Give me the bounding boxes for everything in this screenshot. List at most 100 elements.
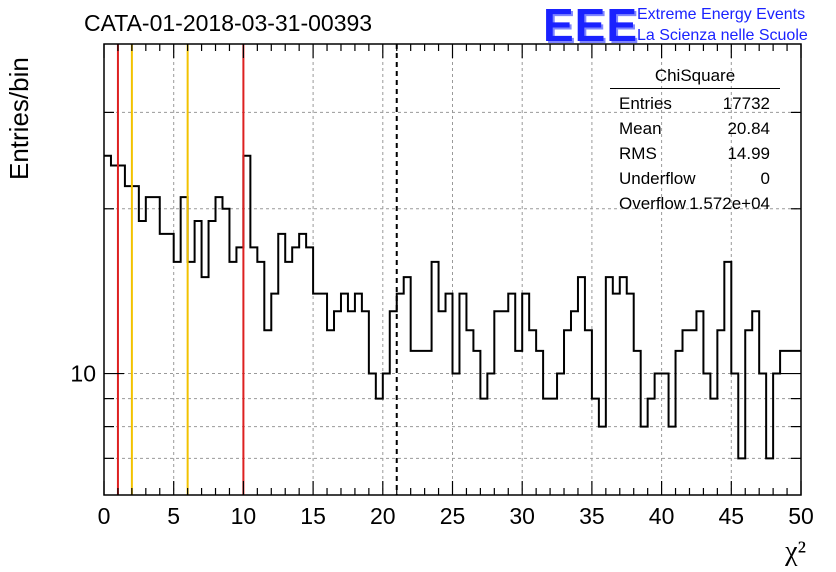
eee-logo: EEE Extreme Energy Events La Scienza nel… [543, 0, 808, 51]
histogram-bin [731, 374, 738, 495]
histogram-bin [411, 351, 418, 495]
histogram-bin [536, 351, 543, 495]
histogram-bin [404, 277, 411, 495]
histogram-bin [655, 374, 662, 495]
histogram-bin [111, 165, 118, 495]
histogram-bin [473, 351, 480, 495]
histogram-bin [634, 351, 641, 495]
histogram-bin [425, 351, 432, 495]
stats-row-entries: Entries 17732 [610, 91, 780, 116]
histogram-bin [480, 399, 487, 495]
histogram-bin [745, 330, 752, 495]
histogram-bin [439, 311, 446, 495]
histogram-bin [104, 156, 111, 495]
histogram-bin [320, 294, 327, 495]
histogram-bin [738, 458, 745, 495]
histogram-bin [592, 399, 599, 495]
histogram-bin [662, 374, 669, 495]
histogram-bin [327, 330, 334, 495]
histogram-bin [669, 427, 676, 495]
eee-logo-mark: EEE [543, 0, 639, 51]
histogram-bin [550, 399, 557, 495]
histogram-bin [188, 262, 195, 495]
histogram-bin [397, 294, 404, 495]
histogram-bin [599, 427, 606, 495]
histogram-bin [446, 294, 453, 495]
stats-label: Underflow [619, 169, 696, 188]
x-tick-label: 45 [719, 503, 745, 529]
eee-tagline-2: La Scienza nelle Scuole [637, 27, 808, 44]
stats-value: 17732 [722, 94, 770, 113]
x-tick-label: 15 [300, 503, 326, 529]
histogram-bin [494, 311, 501, 495]
histogram-series [104, 154, 801, 460]
histogram-bin [759, 374, 766, 495]
histogram-bin [515, 351, 522, 495]
histogram-bin [703, 374, 710, 495]
histogram-bin [641, 427, 648, 495]
stats-value: 1.572e+04 [689, 194, 770, 213]
stats-label: RMS [619, 144, 657, 163]
histogram-bin [257, 262, 264, 495]
stats-row-underflow: Underflow 0 [610, 166, 780, 191]
histogram-bin [613, 294, 620, 495]
histogram-bin [780, 351, 787, 495]
histogram-bin [432, 262, 439, 495]
histogram-bin [195, 221, 202, 495]
histogram-bin [160, 234, 167, 495]
stats-label: Overflow [619, 194, 687, 213]
histogram-bin [209, 221, 216, 495]
histogram-bin [466, 330, 473, 495]
stats-label: Mean [619, 119, 662, 138]
histogram-bin [146, 197, 153, 495]
histogram-bin [153, 197, 160, 495]
stats-row-rms: RMS 14.99 [610, 141, 780, 166]
histogram-bin [132, 186, 139, 495]
histogram-bin [620, 277, 627, 495]
chart-title: CATA-01-2018-03-31-00393 [84, 10, 373, 36]
histogram-bin [125, 186, 132, 495]
histogram-bin [627, 294, 634, 495]
histogram-bin [271, 294, 278, 495]
x-tick-label: 25 [440, 503, 466, 529]
histogram-bin [278, 234, 285, 495]
histogram-bin [390, 311, 397, 495]
histogram-bin [264, 330, 271, 495]
stats-row-mean: Mean 20.84 [610, 116, 780, 141]
histogram-bin [216, 197, 223, 495]
histogram-bin [355, 294, 362, 495]
histogram-bin [383, 374, 390, 495]
histogram-bin [250, 247, 257, 495]
stats-value: 20.84 [727, 119, 770, 138]
histogram-bin [369, 374, 376, 495]
histogram-bin [752, 311, 759, 495]
x-tick-label: 0 [98, 503, 111, 529]
histogram-bin [543, 399, 550, 495]
histogram-bin [710, 399, 717, 495]
x-tick-label: 35 [579, 503, 605, 529]
histogram-bin [236, 247, 243, 495]
histogram-bin [766, 458, 773, 495]
x-tick-label: 10 [231, 503, 257, 529]
histogram-bin [571, 311, 578, 495]
histogram-bin [787, 351, 794, 495]
histogram-bin [313, 294, 320, 495]
histogram-bin [696, 311, 703, 495]
histogram-bin [243, 156, 250, 495]
histogram-bin [292, 247, 299, 495]
histogram-bin [717, 330, 724, 495]
y-tick-label: 10 [70, 361, 96, 387]
histogram-bin [773, 374, 780, 495]
stats-row-overflow: Overflow 1.572e+04 [610, 191, 780, 216]
x-tick-label: 20 [370, 503, 396, 529]
stats-value: 0 [760, 169, 770, 188]
histogram-bin [564, 330, 571, 495]
eee-tagline-1: Extreme Energy Events [637, 6, 806, 23]
histogram-bin [285, 262, 292, 495]
histogram-bin [299, 234, 306, 495]
histogram-bin [648, 399, 655, 495]
histogram-bin [118, 165, 125, 495]
histogram-bin [794, 351, 801, 495]
stats-header: ChiSquare [610, 66, 780, 89]
